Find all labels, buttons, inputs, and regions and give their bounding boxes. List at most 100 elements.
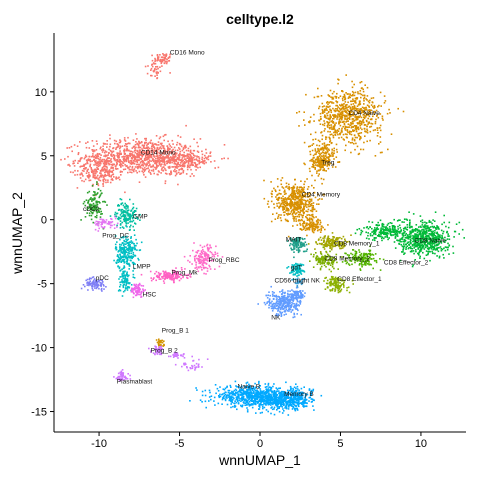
data-point: [168, 173, 171, 175]
data-point: [180, 154, 182, 156]
data-point: [166, 275, 168, 278]
data-point: [97, 208, 99, 210]
data-point: [128, 274, 130, 277]
data-point: [320, 158, 322, 160]
data-point: [249, 404, 252, 406]
data-point: [197, 166, 199, 169]
data-point: [123, 160, 126, 163]
data-point: [241, 392, 244, 395]
data-point: [124, 376, 127, 379]
data-point: [246, 389, 248, 391]
data-point: [87, 281, 89, 283]
data-point: [121, 145, 124, 147]
data-point: [132, 296, 135, 299]
data-point: [282, 211, 285, 214]
data-point: [150, 151, 152, 153]
data-point: [329, 162, 332, 165]
data-point: [198, 259, 201, 261]
data-point: [126, 254, 129, 256]
data-point: [155, 348, 157, 350]
data-point: [321, 106, 324, 108]
data-point: [117, 177, 119, 179]
data-point: [164, 274, 167, 276]
data-point: [99, 147, 102, 150]
data-point: [184, 147, 186, 149]
data-point: [118, 260, 121, 263]
data-point: [276, 405, 278, 407]
data-point: [331, 118, 334, 120]
data-point: [204, 258, 207, 261]
data-point: [99, 164, 101, 167]
data-point: [366, 99, 368, 101]
data-point: [88, 212, 91, 214]
data-point: [101, 149, 103, 151]
data-point: [148, 169, 151, 171]
data-point: [149, 155, 151, 158]
data-point: [343, 93, 346, 96]
data-point: [115, 176, 118, 178]
data-point: [231, 391, 234, 394]
data-point: [314, 158, 317, 161]
data-point: [174, 155, 176, 157]
data-point: [175, 154, 177, 156]
data-point: [293, 398, 295, 401]
data-point: [352, 107, 354, 109]
data-point: [130, 152, 132, 155]
data-point: [105, 179, 107, 181]
data-point: [115, 215, 117, 217]
data-point: [132, 169, 135, 171]
data-point: [132, 252, 135, 254]
data-point: [296, 388, 299, 390]
data-point: [156, 144, 158, 146]
data-point: [351, 80, 353, 83]
data-point: [262, 404, 264, 406]
data-point: [359, 123, 361, 125]
data-point: [377, 116, 380, 119]
data-point: [121, 374, 123, 376]
data-point: [119, 257, 122, 259]
cluster-gmp: [109, 198, 141, 231]
data-point: [328, 164, 330, 167]
data-point: [264, 400, 266, 402]
data-point: [119, 160, 121, 162]
data-point: [124, 215, 127, 217]
data-point: [91, 160, 93, 162]
data-point: [249, 395, 251, 398]
data-point: [152, 278, 154, 280]
data-point: [185, 161, 188, 163]
data-point: [190, 157, 192, 160]
data-point: [137, 218, 139, 220]
data-point: [355, 142, 357, 145]
data-point: [357, 92, 359, 95]
data-point: [313, 113, 315, 116]
data-point: [128, 251, 130, 253]
data-point: [249, 384, 251, 387]
data-point: [276, 401, 278, 404]
data-point: [143, 163, 146, 165]
data-point: [317, 139, 320, 142]
data-point: [152, 145, 154, 147]
data-point: [162, 53, 164, 55]
data-point: [92, 153, 94, 155]
data-point: [344, 126, 347, 128]
data-point: [83, 180, 85, 183]
data-point: [332, 121, 334, 124]
data-point: [370, 125, 373, 128]
data-point: [179, 136, 182, 138]
data-point: [288, 213, 291, 215]
data-point: [190, 163, 192, 165]
data-point: [142, 161, 144, 164]
data-point: [312, 164, 315, 167]
data-point: [328, 119, 331, 121]
data-point: [287, 397, 289, 399]
data-point: [212, 259, 215, 261]
data-point: [120, 160, 123, 163]
data-point: [96, 162, 98, 165]
data-point: [294, 408, 296, 411]
data-point: [90, 197, 92, 199]
data-point: [118, 141, 121, 144]
data-point: [112, 169, 115, 171]
data-point: [291, 405, 294, 407]
data-point: [273, 399, 275, 402]
data-point: [198, 258, 201, 260]
